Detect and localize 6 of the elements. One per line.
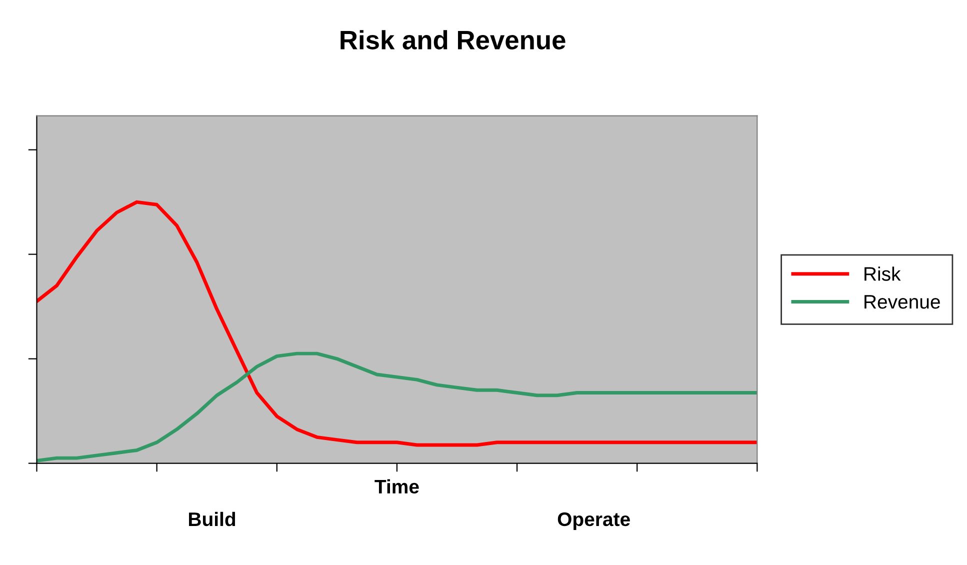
legend-label: Revenue bbox=[864, 295, 940, 309]
legend-label: Risk bbox=[864, 266, 901, 281]
x-axis-title: Time bbox=[374, 479, 419, 494]
text: Build bbox=[189, 512, 236, 526]
text: Operate bbox=[558, 512, 630, 530]
chart-title: Risk and Revenue bbox=[340, 30, 566, 50]
